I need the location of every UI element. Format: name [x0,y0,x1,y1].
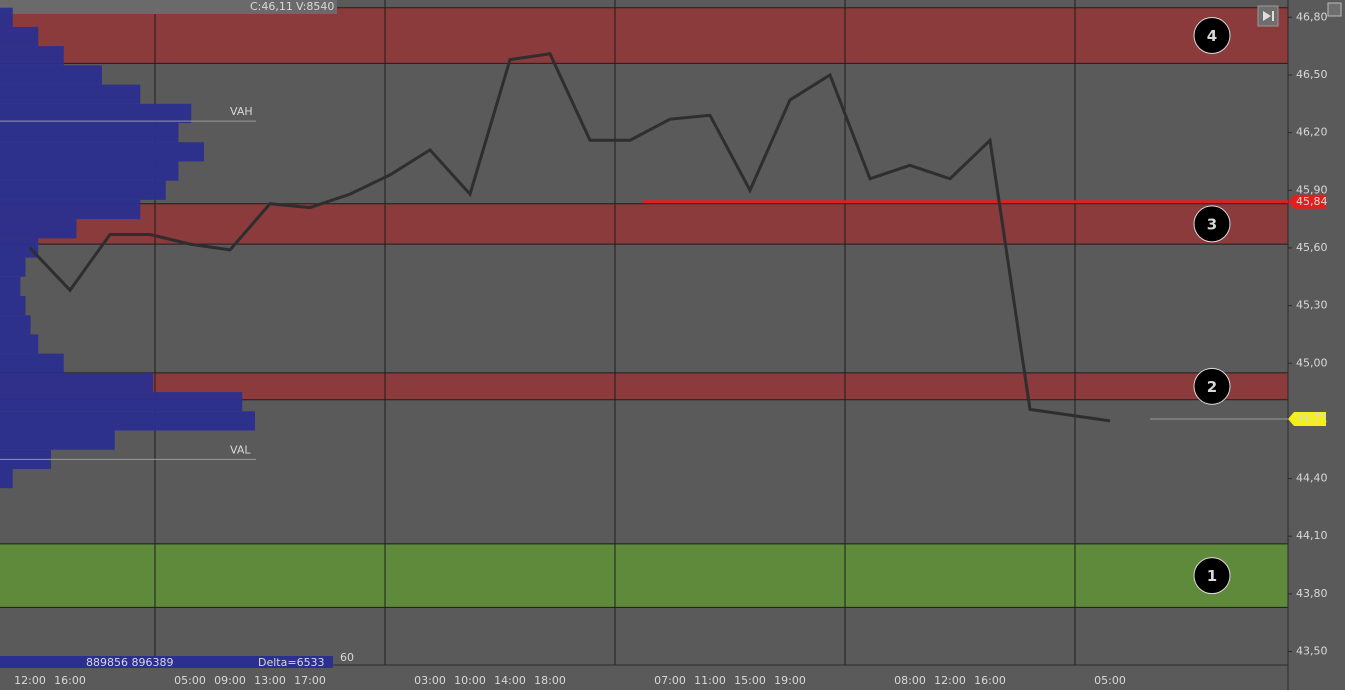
x-tick-label: 16:00 [974,674,1006,687]
info-bar [0,0,337,14]
zone-badge [1193,367,1231,405]
y-tick-label: 45,60 [1296,241,1328,254]
y-tick-label: 45,30 [1296,299,1328,312]
profile-bar [0,257,26,277]
y-tick-label: 46,20 [1296,126,1328,139]
y-tick-label: 46,50 [1296,68,1328,81]
footer-delta: Delta=6533 [258,656,325,669]
zone-badge-label: 3 [1207,215,1217,233]
profile-bar [0,7,13,27]
profile-bar [0,392,243,412]
x-tick-label: 13:00 [254,674,286,687]
zone-badge [1193,557,1231,595]
x-tick-label: 09:00 [214,674,246,687]
y-tick-label: 43,50 [1296,645,1328,658]
profile-bar [0,65,102,85]
x-tick-label: 12:00 [934,674,966,687]
scroll-end-icon [1263,11,1274,21]
profile-bar [0,46,64,66]
zone-badge-label: 4 [1207,27,1217,45]
y-tick-label: 43,80 [1296,587,1328,600]
zone-badge-label: 1 [1207,567,1217,585]
x-tick-label: 16:00 [54,674,86,687]
x-tick-label: 10:00 [454,674,486,687]
profile-bar [0,199,141,220]
profile-bar [0,26,39,47]
profile-bar [0,372,153,393]
zone-badge [1193,205,1231,243]
info-close: C:46,11 [250,0,293,13]
profile-bar [0,84,141,104]
y-tick-label: 46,80 [1296,10,1328,23]
settings-button[interactable] [1327,2,1342,17]
profile-bar [0,468,13,489]
x-tick-label: 18:00 [534,674,566,687]
x-tick-label: 07:00 [654,674,686,687]
zone-badge-label: 2 [1207,378,1217,396]
x-tick-label: 17:00 [294,674,326,687]
profile-bar [0,180,166,200]
y-tick-label: 44,40 [1296,472,1328,485]
value-area-label: VAL [230,443,251,456]
x-tick-label: 12:00 [14,674,46,687]
zone [0,203,1288,245]
price-tag [1288,194,1326,209]
footer-bar [0,656,333,668]
zone-badge [1193,17,1231,55]
x-tick-label: 15:00 [734,674,766,687]
profile-bar [0,430,115,450]
footer-volumes: 889856 896389 [86,656,173,669]
price-tag-label: 45,84 [1296,195,1328,208]
profile-bar [0,161,179,181]
profile-bar [0,123,179,143]
y-tick-label: 45,00 [1296,356,1328,369]
profile-bar [0,103,192,124]
x-tick-label: 19:00 [774,674,806,687]
profile-bar [0,142,204,162]
footer-period: 60 [340,651,354,664]
profile-bar [0,219,77,239]
value-area-label: VAH [230,105,253,118]
y-tick-label: 45,90 [1296,183,1328,196]
price-tag-label: 44,71 [1296,412,1328,425]
profile-bar [0,276,21,296]
x-tick-label: 03:00 [414,674,446,687]
price-tag [1288,411,1326,426]
profile-bar [0,353,64,373]
x-tick-label: 11:00 [694,674,726,687]
profile-bar [0,315,31,335]
profile-bar [0,334,39,354]
zone [0,7,1288,64]
x-tick-label: 14:00 [494,674,526,687]
x-tick-label: 05:00 [174,674,206,687]
zone [0,543,1288,608]
profile-bar [0,411,255,431]
price-line [28,52,1111,423]
x-tick-label: 05:00 [1094,674,1126,687]
y-tick-label: 44,10 [1296,529,1328,542]
profile-bar [0,238,39,258]
profile-bar [0,295,26,316]
info-volume: V:8540 [296,0,334,13]
x-tick-label: 08:00 [894,674,926,687]
